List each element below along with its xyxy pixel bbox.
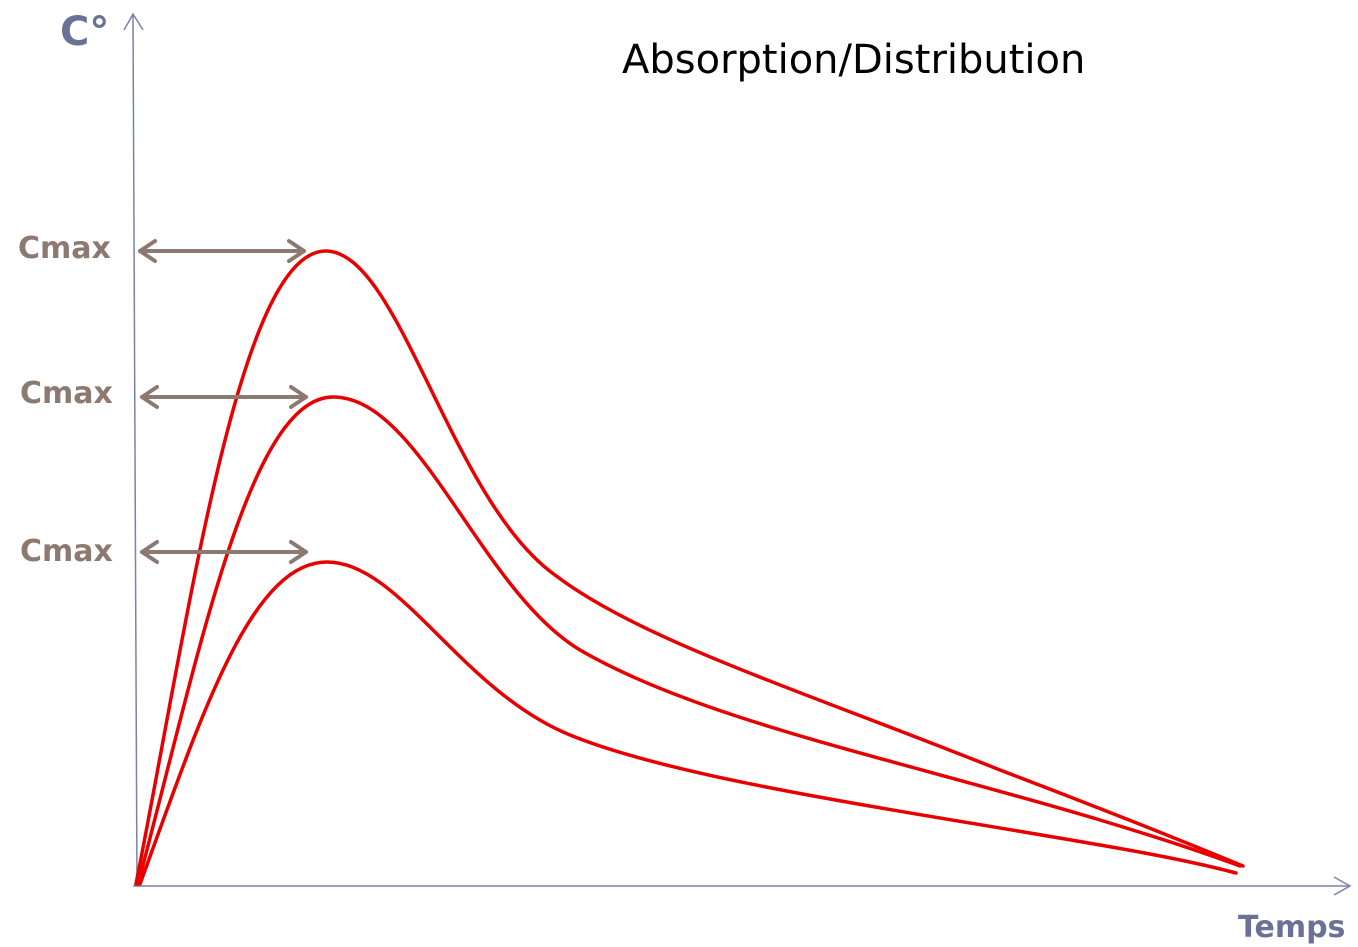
cmax-arrow-medium	[140, 385, 308, 409]
axes	[123, 12, 1352, 896]
curve-high	[134, 249, 1245, 886]
x-axis-label: Temps	[1238, 910, 1345, 945]
cmax-arrow-high	[138, 239, 306, 263]
curve-low	[138, 560, 1238, 886]
cmax-arrows	[138, 239, 308, 564]
diagram-title: Absorption/Distribution	[622, 37, 1085, 83]
y-axis-label: C°	[60, 9, 109, 55]
x-axis-arrowhead	[1333, 876, 1352, 896]
cmax-label-high: Cmax	[18, 231, 111, 266]
cmax-label-low: Cmax	[20, 534, 113, 569]
cmax-label-medium: Cmax	[20, 376, 113, 411]
y-axis-arrowhead	[123, 12, 144, 31]
cmax-arrow-low	[140, 540, 308, 564]
curve-medium	[136, 395, 1242, 886]
concentration-curves	[134, 249, 1245, 886]
y-axis-line	[132, 15, 138, 887]
